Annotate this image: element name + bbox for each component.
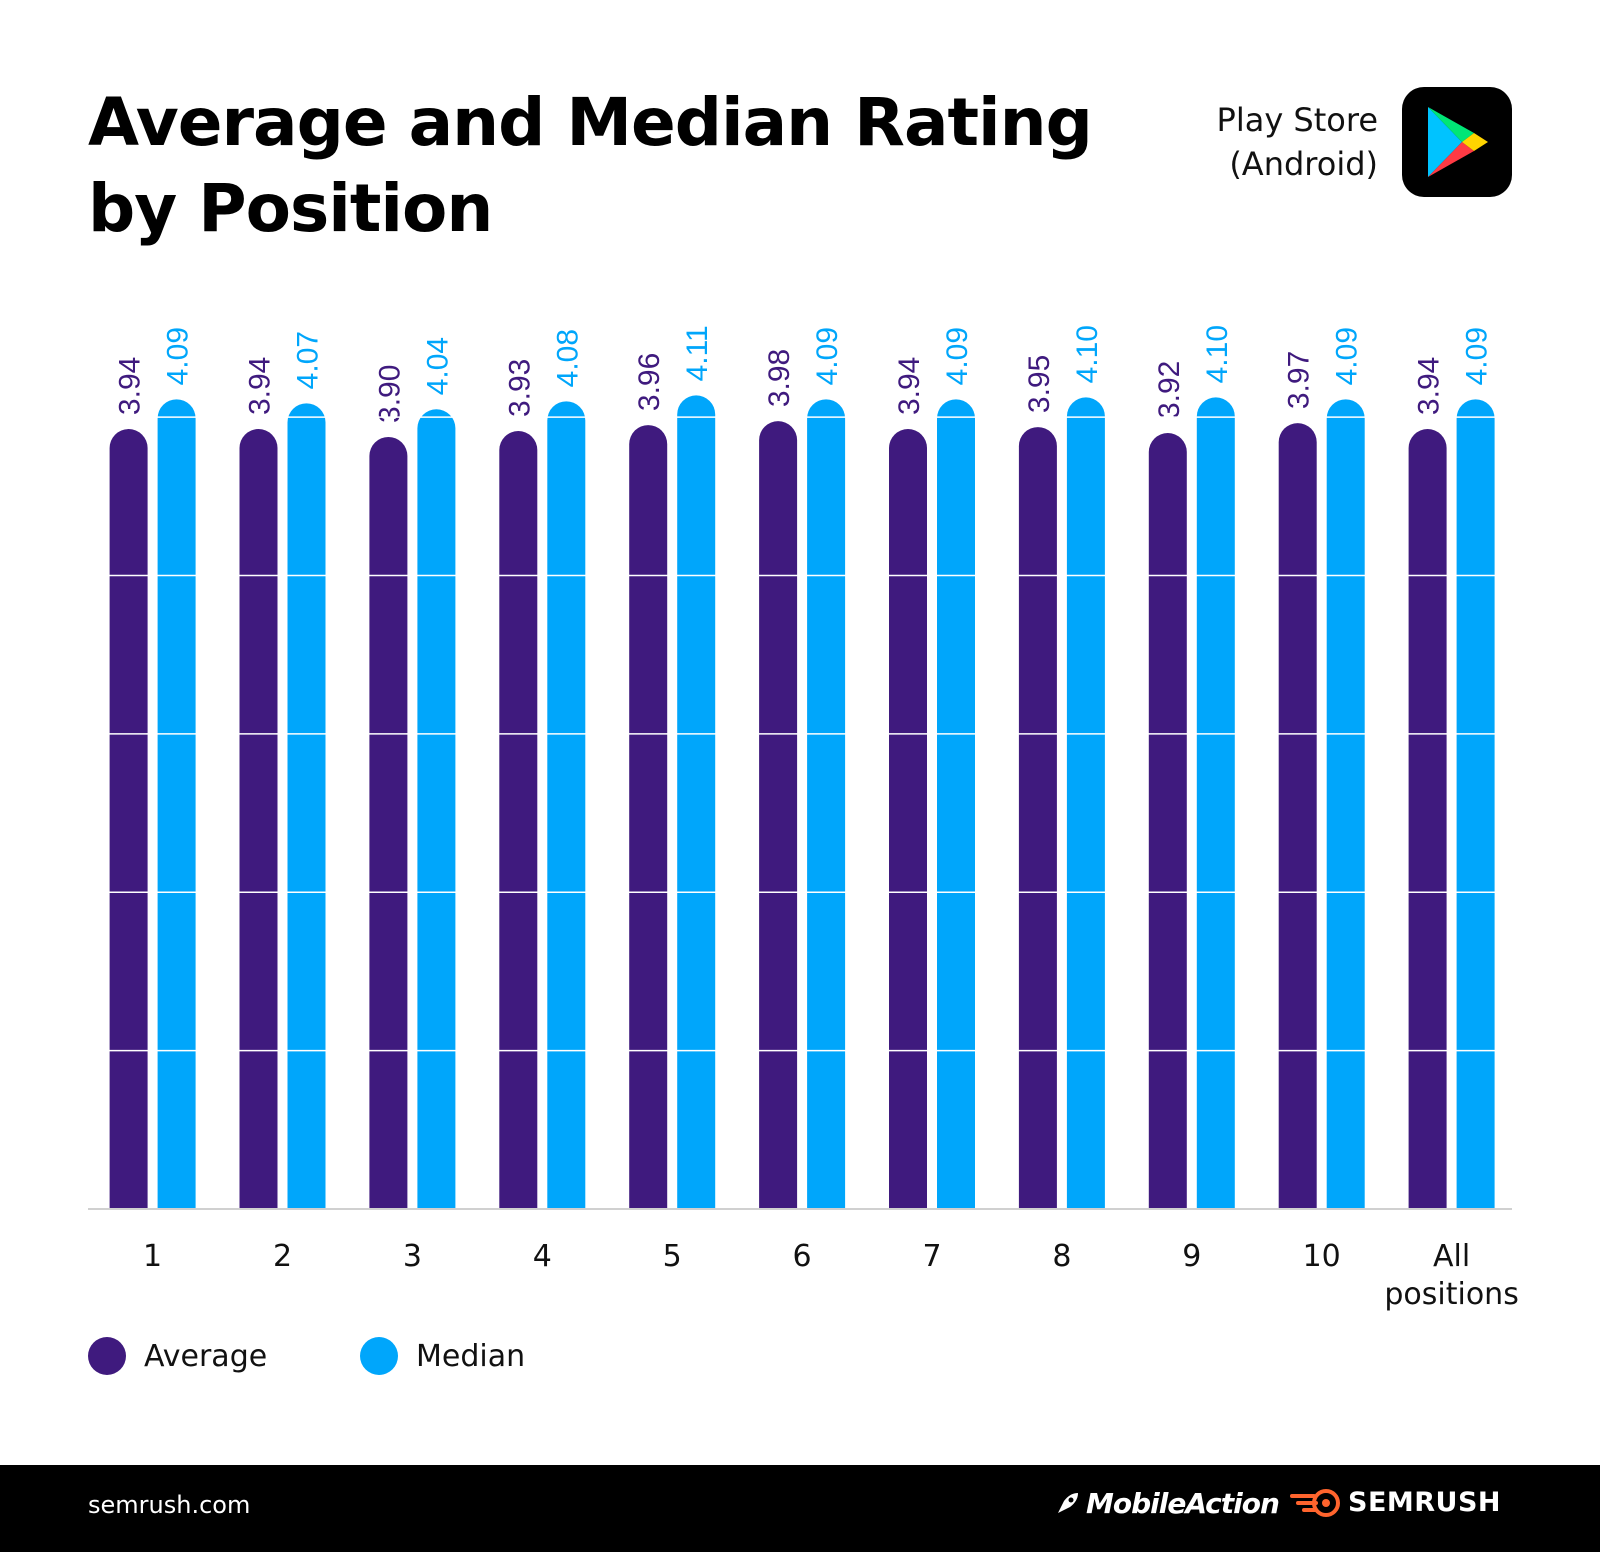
x-tick-label-1: 1 <box>143 1239 162 1274</box>
value-label-average-2: 3.94 <box>244 357 277 415</box>
x-tick-label-2: 2 <box>273 1239 292 1274</box>
bar-average-4 <box>499 431 538 1209</box>
legend-average-label: Average <box>144 1338 268 1374</box>
value-label-median-8: 4.10 <box>1071 325 1104 383</box>
semrush-logo-text: SEMRUSH <box>1348 1487 1502 1518</box>
value-label-median-5: 4.11 <box>681 325 714 381</box>
x-tick-label-11-part-1: All <box>1433 1239 1470 1274</box>
bar-median-3 <box>417 409 456 1209</box>
store-label-line-2: (Android) <box>1229 145 1378 183</box>
bar-average-7 <box>889 429 927 1210</box>
value-label-median-3: 4.04 <box>421 337 454 395</box>
bar-median-5 <box>677 395 716 1209</box>
mobileaction-logo-text: MobileAction <box>1086 1487 1280 1520</box>
value-label-average-3: 3.90 <box>373 365 406 423</box>
bar-median-1 <box>157 399 196 1209</box>
legend-average-swatch <box>88 1337 126 1375</box>
store-label-line-1: Play Store <box>1216 101 1378 139</box>
bar-average-9 <box>1148 433 1187 1210</box>
semrush-logo: SEMRUSH <box>1290 1487 1501 1518</box>
x-tick-label-8: 8 <box>1052 1239 1071 1274</box>
value-label-median-10: 4.09 <box>1331 327 1364 385</box>
chart-title-line-1: Average and Median Rating <box>88 84 1093 161</box>
x-tick-label-5: 5 <box>663 1239 682 1274</box>
chart-title-line-2: by Position <box>88 170 493 247</box>
value-label-median-7: 4.09 <box>941 327 974 385</box>
bar-chart: 3.94 4.09 3.94 4.07 3.90 4.04 3.93 4.08 3.96 4.11… <box>88 325 1519 1312</box>
bar-median-7 <box>937 399 975 1209</box>
value-label-average-6: 3.98 <box>763 349 796 407</box>
x-tick-label-11-part-2: positions <box>1384 1277 1518 1312</box>
chart-title: Average and Median Rating by Position <box>88 80 1093 252</box>
mobileaction-rocket-icon <box>1058 1492 1078 1513</box>
x-tick-label-4: 4 <box>533 1239 552 1274</box>
bar-median-8 <box>1066 397 1105 1209</box>
value-label-average-4: 3.93 <box>503 359 536 417</box>
bar-median-11 <box>1456 399 1495 1209</box>
legend-average: Average <box>88 1337 267 1375</box>
legend-median: Median <box>360 1337 525 1375</box>
value-label-average-5: 3.96 <box>633 353 666 411</box>
legend-median-label: Median <box>416 1338 526 1374</box>
bar-average-3 <box>369 436 408 1209</box>
mobileaction-logo: MobileAction <box>1054 1487 1280 1520</box>
bar-median-4 <box>547 401 586 1209</box>
semrush-fire-icon <box>1290 1488 1340 1517</box>
value-label-average-9: 3.92 <box>1153 361 1186 419</box>
value-label-average-8: 3.95 <box>1023 355 1056 413</box>
bar-average-11 <box>1408 429 1447 1210</box>
value-label-average-1: 3.94 <box>114 357 147 415</box>
bar-median-6 <box>807 399 846 1209</box>
bar-median-10 <box>1326 399 1365 1209</box>
bar-median-9 <box>1196 397 1235 1209</box>
value-label-median-9: 4.10 <box>1201 325 1234 383</box>
value-label-median-11: 4.09 <box>1461 327 1494 385</box>
bar-average-10 <box>1278 423 1317 1209</box>
x-tick-label-10: 10 <box>1303 1239 1341 1274</box>
store-label: Play Store (Android) <box>1217 98 1378 186</box>
value-label-median-4: 4.08 <box>551 329 584 387</box>
value-label-average-7: 3.94 <box>893 357 926 415</box>
value-label-median-1: 4.09 <box>162 327 195 385</box>
legend-median-swatch <box>360 1337 398 1375</box>
value-label-median-6: 4.09 <box>811 327 844 385</box>
bar-average-6 <box>759 421 798 1210</box>
x-tick-label-3: 3 <box>403 1239 422 1274</box>
bar-average-8 <box>1018 427 1057 1209</box>
x-tick-label-6: 6 <box>793 1239 812 1274</box>
value-label-average-10: 3.97 <box>1283 351 1316 409</box>
play-triangle-icon <box>1428 107 1488 177</box>
value-label-median-2: 4.07 <box>292 331 325 389</box>
footer-bar: semrush.com MobileAction SEMRUSH <box>0 1465 1600 1552</box>
x-tick-label-9: 9 <box>1182 1239 1201 1274</box>
play-store-icon <box>1402 87 1512 197</box>
footer-site: semrush.com <box>88 1491 251 1519</box>
value-label-average-11: 3.94 <box>1413 357 1446 415</box>
x-tick-label-11: All positions <box>1384 1239 1518 1312</box>
x-tick-label-7: 7 <box>922 1239 941 1274</box>
bar-median-2 <box>287 403 326 1209</box>
bar-average-2 <box>239 429 278 1210</box>
bar-average-5 <box>629 425 668 1210</box>
bar-average-1 <box>109 429 148 1209</box>
